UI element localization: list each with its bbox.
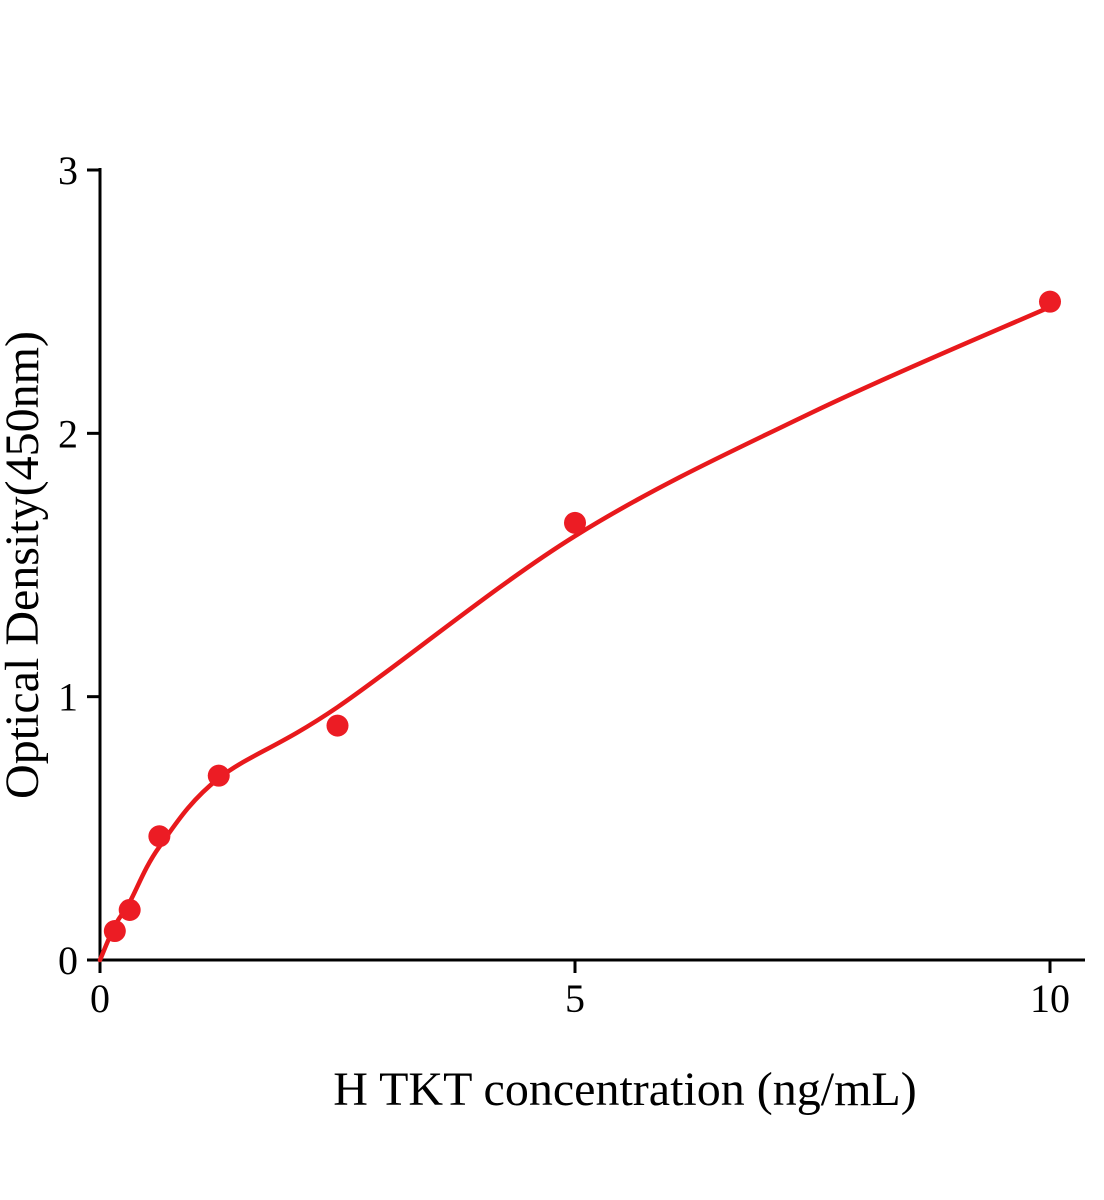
data-point [1039,290,1061,313]
x-tick-label: 10 [1030,976,1070,1021]
data-point [207,764,230,787]
data-point [118,898,141,921]
data-point [326,714,349,737]
fit-curve [97,304,1053,963]
data-point [103,920,126,943]
y-tick-label: 0 [58,938,78,983]
y-tick-label: 2 [58,411,78,456]
fit-curve-layer [97,304,1053,963]
x-tick-label: 0 [90,976,110,1021]
x-axis-label: H TKT concentration (ng/mL) [333,1063,916,1116]
data-points-layer [103,290,1061,943]
y-axis-label: Optical Density(450nm) [0,331,49,799]
y-tick-label: 3 [58,148,78,193]
axis-ticks: 0 1 2 3 0 5 10 [58,148,1070,1021]
x-tick-label: 5 [565,976,585,1021]
data-point [564,511,586,534]
data-point [148,825,171,848]
axes [98,168,1085,962]
y-tick-label: 1 [58,675,78,720]
